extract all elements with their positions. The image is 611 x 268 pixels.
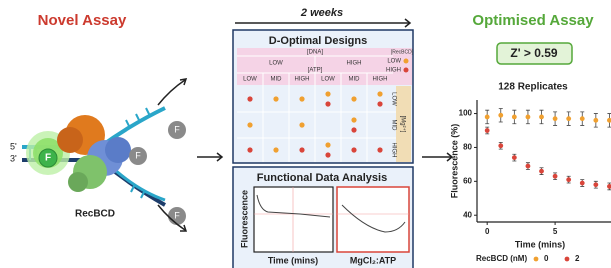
five-prime-label: 5' bbox=[10, 141, 17, 151]
data-point bbox=[607, 118, 611, 123]
y-tick-label: 60 bbox=[463, 176, 472, 185]
data-point bbox=[526, 164, 531, 169]
data-point bbox=[498, 143, 503, 148]
x-tick-label: 5 bbox=[553, 227, 558, 236]
fda-y-label: Fluorescence bbox=[239, 190, 249, 248]
data-point bbox=[512, 115, 517, 120]
recbcd-level: HIGH bbox=[386, 68, 401, 74]
recbcd-header: [RecBCD] bbox=[391, 49, 414, 55]
y-tick-label: 40 bbox=[463, 210, 472, 219]
data-point bbox=[485, 115, 490, 120]
x-tick-label: 0 bbox=[485, 227, 490, 236]
legend-label: 0 bbox=[544, 254, 549, 263]
duration-label: 2 weeks bbox=[300, 7, 343, 19]
dna-level: LOW bbox=[269, 61, 283, 67]
data-point bbox=[580, 116, 585, 121]
atp-level: LOW bbox=[243, 77, 257, 83]
data-point bbox=[566, 116, 571, 121]
fluorophore-label: F bbox=[174, 210, 180, 220]
data-point bbox=[593, 118, 598, 123]
x-axis-label: Time (mins) bbox=[515, 239, 565, 249]
data-point bbox=[539, 169, 544, 174]
legend-dot bbox=[404, 68, 409, 73]
y-tick-label: 80 bbox=[463, 143, 472, 152]
y-tick-label: 100 bbox=[459, 109, 473, 118]
y-axis-label: Fluorescence (%) bbox=[449, 124, 459, 199]
data-point bbox=[580, 181, 585, 186]
data-point bbox=[553, 174, 558, 179]
metric: Z' > 0.59 bbox=[510, 46, 558, 60]
atp-header: [ATP] bbox=[308, 68, 323, 74]
fluorophore-label: F bbox=[174, 124, 180, 134]
dna-header: [DNA] bbox=[307, 50, 323, 56]
legend-marker bbox=[534, 257, 539, 262]
atp-level: MID bbox=[271, 77, 283, 83]
data-point bbox=[512, 155, 517, 160]
mg-level: HIGH bbox=[390, 143, 396, 158]
atp-level: HIGH bbox=[295, 77, 310, 83]
legend-title: RecBCD (nM) bbox=[476, 254, 527, 263]
data-point bbox=[526, 115, 531, 120]
legend-label: 2 bbox=[575, 254, 580, 263]
recbcd-level: LOW bbox=[387, 59, 401, 65]
dna-level: HIGH bbox=[347, 61, 362, 67]
three-prime-label: 3' bbox=[10, 153, 17, 163]
atp-level: MID bbox=[349, 77, 361, 83]
fda-x-label: Time (mins) bbox=[268, 255, 318, 265]
data-point bbox=[539, 115, 544, 120]
legend-dot bbox=[404, 59, 409, 64]
legend-marker bbox=[565, 257, 570, 262]
fluorophore-label: F bbox=[45, 153, 51, 164]
data-point bbox=[553, 116, 558, 121]
data-point bbox=[498, 113, 503, 118]
left-title: Novel Assay bbox=[38, 12, 127, 29]
mg-level: MID bbox=[390, 120, 396, 132]
design-title: D-Optimal Designs bbox=[269, 35, 367, 47]
mg-header: [Mg²⁺] bbox=[399, 116, 406, 133]
fda-title: Functional Data Analysis bbox=[257, 172, 387, 184]
fda-plot bbox=[337, 187, 409, 252]
right-title: Optimised Assay bbox=[472, 12, 594, 29]
atp-level: HIGH bbox=[373, 77, 388, 83]
data-point bbox=[485, 128, 490, 133]
data-point bbox=[593, 182, 598, 187]
data-point bbox=[566, 177, 571, 182]
fluorophore-label: F bbox=[135, 150, 141, 160]
fda-plot bbox=[254, 187, 333, 252]
fda-x-label: MgCl₂:ATP bbox=[350, 255, 396, 265]
mg-level: LOW bbox=[390, 92, 396, 106]
figure: Novel Assay 5' 3' F F F F RecB bbox=[0, 0, 611, 268]
data-point bbox=[607, 184, 611, 189]
chart-title: 128 Replicates bbox=[498, 82, 568, 93]
atp-level: LOW bbox=[321, 77, 335, 83]
enzyme-label: RecBCD bbox=[75, 209, 115, 220]
